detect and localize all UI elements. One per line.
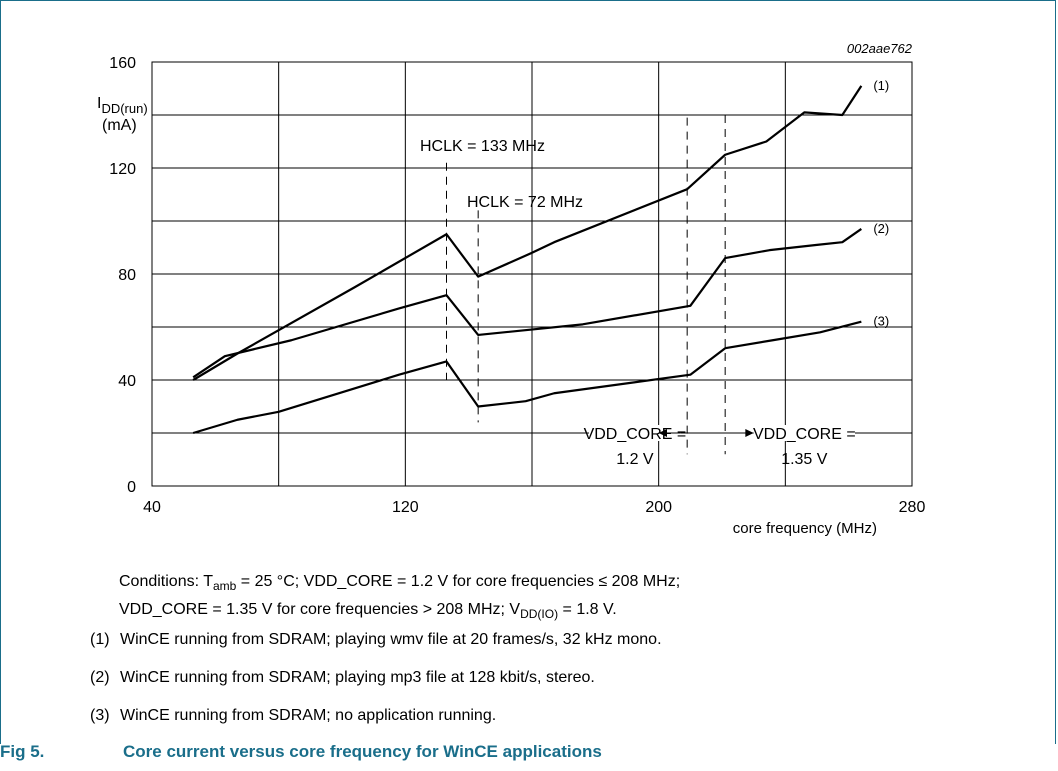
y-tick-label: 40 xyxy=(118,373,136,390)
arrow-left-icon xyxy=(658,429,667,437)
figure-id-label: 002aae762 xyxy=(847,41,913,56)
y-tick-label: 80 xyxy=(118,267,136,284)
conditions-text: Conditions: Tamb = 25 °C; VDD_CORE = 1.2… xyxy=(119,573,681,622)
label-bg xyxy=(753,425,855,441)
series-line-3 xyxy=(192,320,862,435)
vdd135-label-line2: 1.35 V xyxy=(781,451,828,468)
figure-caption: Fig 5. Core current versus core frequency… xyxy=(0,742,602,762)
hclk133-label: HCLK = 133 MHz xyxy=(420,138,545,155)
x-tick-label: 200 xyxy=(645,499,672,516)
figure-number: Fig 5. xyxy=(0,742,45,761)
figure-title: Core current versus core frequency for W… xyxy=(123,742,602,761)
figure-frame xyxy=(0,0,1056,744)
x-tick-label: 40 xyxy=(143,499,161,516)
y-tick-label: 160 xyxy=(109,55,136,72)
label-bg xyxy=(589,425,681,441)
y-tick-label: 120 xyxy=(109,161,136,178)
x-tick-label: 280 xyxy=(899,499,926,516)
grid xyxy=(151,61,913,487)
vdd135-label-line1: VDD_CORE = xyxy=(753,426,856,443)
vdd12-label-line1: VDD_CORE = xyxy=(584,426,687,443)
hclk72-label: HCLK = 72 MHz xyxy=(467,194,583,211)
plot-border xyxy=(151,61,913,487)
series-line-2 xyxy=(192,228,862,379)
series-group xyxy=(192,85,863,435)
note-3: (3) WinCE running from SDRAM; no applicat… xyxy=(90,707,497,724)
note-1: (1) WinCE running from SDRAM; playing wmv… xyxy=(90,631,662,648)
chart: (1) (2) (3) 0 40 80 120 160 40 120 200 280 IDD(run)(… xyxy=(97,41,925,537)
series-label-2: (2) xyxy=(873,221,889,236)
y-axis-label: IDD(run) xyxy=(97,95,148,116)
figure-frame-left xyxy=(0,0,1,744)
arrow-right-icon xyxy=(745,429,754,437)
divider-lines xyxy=(446,115,754,455)
x-tick-label: 120 xyxy=(392,499,419,516)
vdd12-label-line2: 1.2 V xyxy=(616,451,654,468)
series-label-1: (1) xyxy=(873,78,889,93)
y-axis-unit: (mA) xyxy=(102,117,137,134)
series-label-3: (3) xyxy=(873,314,889,329)
series-line-1 xyxy=(192,85,863,381)
x-axis-label: core frequency (MHz) xyxy=(733,520,877,537)
labels-group: (1) (2) (3) 0 40 80 120 160 40 120 200 280 IDD(run)(… xyxy=(97,41,925,537)
note-2: (2) WinCE running from SDRAM; playing mp3… xyxy=(90,669,595,686)
y-tick-label: 0 xyxy=(127,479,136,496)
